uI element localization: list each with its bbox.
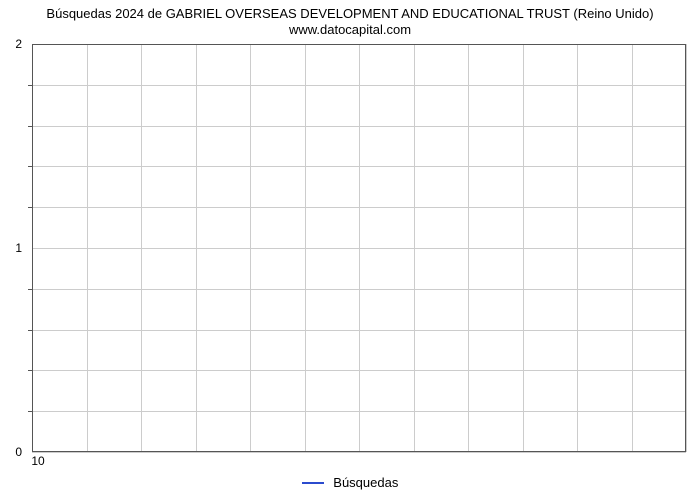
gridline-horizontal	[32, 44, 686, 45]
gridline-horizontal	[32, 411, 686, 412]
legend-label: Búsquedas	[333, 475, 398, 490]
chart-container: Búsquedas 2024 de GABRIEL OVERSEAS DEVEL…	[0, 0, 700, 500]
gridline-vertical	[686, 44, 687, 452]
y-minor-tick	[28, 126, 32, 127]
chart-title-line2: www.datocapital.com	[0, 22, 700, 38]
gridline-horizontal	[32, 207, 686, 208]
legend-swatch	[302, 482, 324, 484]
gridline-horizontal	[32, 248, 686, 249]
gridline-horizontal	[32, 126, 686, 127]
gridline-horizontal	[32, 370, 686, 371]
y-minor-tick	[28, 289, 32, 290]
y-minor-tick	[28, 330, 32, 331]
gridline-horizontal	[32, 330, 686, 331]
gridline-horizontal	[32, 452, 686, 453]
y-minor-tick	[28, 370, 32, 371]
gridline-horizontal	[32, 289, 686, 290]
chart-title: Búsquedas 2024 de GABRIEL OVERSEAS DEVEL…	[0, 6, 700, 39]
y-minor-tick	[28, 207, 32, 208]
y-tick-label: 0	[0, 445, 22, 459]
x-tick-label: 10	[31, 454, 44, 468]
y-minor-tick	[28, 166, 32, 167]
legend: Búsquedas	[0, 474, 700, 490]
gridline-horizontal	[32, 85, 686, 86]
gridline-horizontal	[32, 166, 686, 167]
plot-area	[32, 44, 686, 452]
y-minor-tick	[28, 85, 32, 86]
chart-title-line1: Búsquedas 2024 de GABRIEL OVERSEAS DEVEL…	[0, 6, 700, 22]
y-tick-label: 1	[0, 241, 22, 255]
y-tick-label: 2	[0, 37, 22, 51]
y-minor-tick	[28, 411, 32, 412]
